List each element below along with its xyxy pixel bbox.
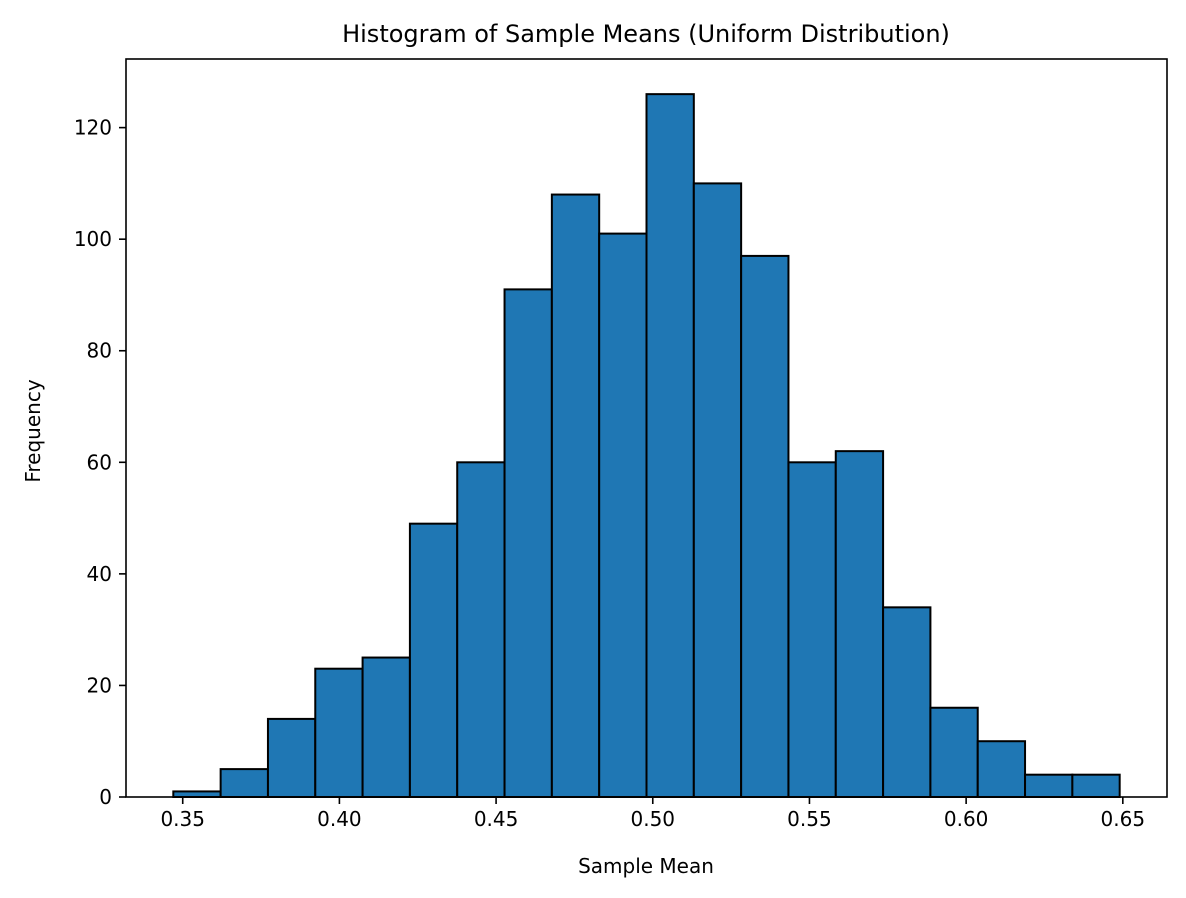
y-tick-label: 120 [74,116,112,140]
y-tick-label: 40 [87,562,112,586]
x-tick-label: 0.60 [944,807,989,831]
x-tick-label: 0.55 [787,807,832,831]
histogram-bar [550,193,601,798]
axes-frame [125,58,1168,798]
x-tick-label: 0.50 [631,807,676,831]
histogram-bar [503,288,553,798]
histogram-bar [456,461,506,798]
y-tick-label: 80 [87,339,112,363]
histogram-bar [408,522,459,799]
x-axis-title: Sample Mean [578,854,714,878]
x-tick-label: 0.40 [317,807,362,831]
histogram-bar [219,768,269,798]
y-tick-label: 20 [87,673,112,697]
x-tick-label: 0.45 [474,807,519,831]
histogram-bar [976,740,1027,799]
histogram-bar [740,254,790,798]
chart-title: Histogram of Sample Means (Uniform Distr… [342,20,950,48]
x-tick-label: 0.35 [160,807,205,831]
histogram-bar [929,706,979,798]
histogram-bar [361,656,411,798]
y-axis-ticks: 0 20 40 60 80 100 120 [74,116,126,809]
y-tick-label: 100 [74,227,112,251]
histogram-bar [598,232,648,798]
x-tick-label: 0.65 [1101,807,1146,831]
histogram-bar [314,667,364,798]
histogram-bar [787,461,837,798]
histogram-bar [834,450,885,798]
histogram-bar [266,717,317,799]
histogram-bar [692,182,743,799]
y-axis-title: Frequency [21,379,45,482]
x-axis-ticks: 0.35 0.40 0.45 0.50 0.55 0.60 0.65 [160,797,1145,831]
histogram-bar [1024,773,1074,798]
bars-group [172,93,1121,799]
histogram-bar [172,790,222,798]
y-tick-label: 60 [87,450,112,474]
y-tick-label: 0 [99,785,112,809]
histogram-bar [1071,773,1121,798]
histogram-bar [882,606,932,799]
histogram-bar [645,93,695,798]
